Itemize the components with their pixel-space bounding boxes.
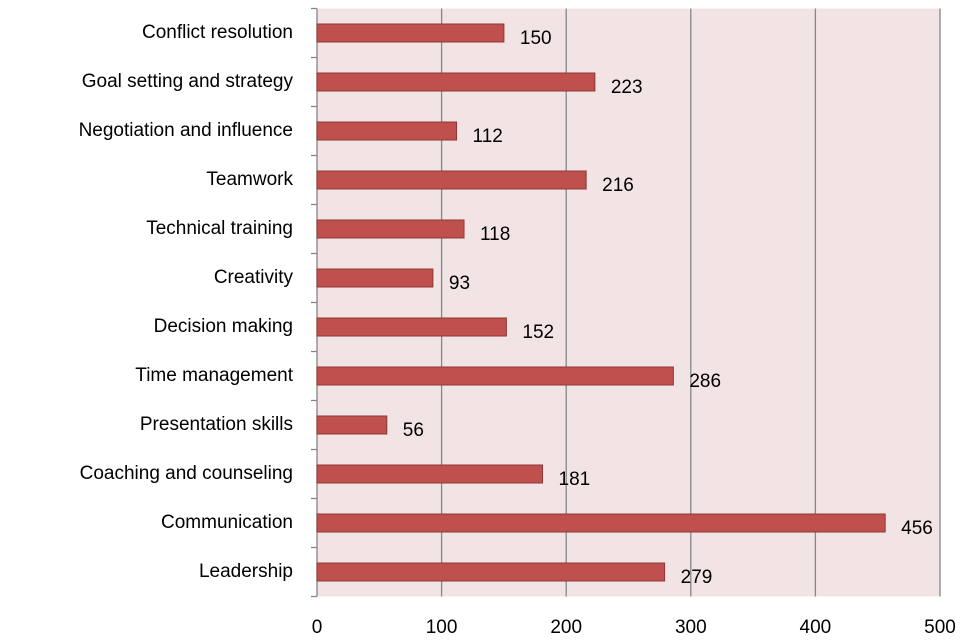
bar	[316, 121, 458, 141]
x-tick-label: 300	[675, 617, 707, 638]
data-label: 56	[403, 420, 424, 441]
data-label: 118	[480, 224, 510, 245]
bar	[316, 72, 596, 92]
bar	[316, 219, 465, 239]
y-tick-label: Communication	[161, 512, 293, 533]
plot-area	[317, 8, 940, 597]
data-label: 150	[520, 28, 552, 49]
bar	[316, 23, 505, 43]
y-tick-label: Creativity	[214, 267, 294, 288]
bar	[316, 268, 434, 288]
y-tick-label: Coaching and counseling	[80, 463, 293, 484]
bar	[316, 317, 507, 337]
y-tick-label: Negotiation and influence	[79, 120, 293, 141]
y-tick-label: Goal setting and strategy	[82, 71, 294, 92]
bar	[316, 170, 587, 190]
x-tick-label: 400	[800, 617, 832, 638]
data-label: 216	[602, 175, 634, 196]
x-tick-label: 200	[550, 617, 582, 638]
y-tick-label: Time management	[135, 365, 293, 386]
y-tick-label: Teamwork	[206, 169, 293, 190]
y-tick-label: Technical training	[146, 218, 293, 239]
x-tick-label: 500	[924, 617, 956, 638]
x-tick-label: 0	[312, 617, 323, 638]
bar	[316, 415, 388, 435]
data-label: 286	[689, 371, 721, 392]
y-tick-label: Presentation skills	[140, 414, 293, 435]
data-label: 152	[522, 322, 554, 343]
data-label: 112	[473, 126, 503, 147]
data-label: 456	[901, 518, 933, 539]
x-tick-label: 100	[426, 617, 458, 638]
data-label: 279	[681, 567, 713, 588]
data-label: 223	[611, 77, 643, 98]
bar	[316, 464, 544, 484]
data-label: 181	[559, 469, 591, 490]
y-tick-label: Decision making	[154, 316, 293, 337]
y-tick-label: Leadership	[199, 561, 293, 582]
y-tick-label: Conflict resolution	[142, 22, 293, 43]
bar	[316, 562, 666, 582]
bar	[316, 513, 886, 533]
data-label: 93	[449, 273, 470, 294]
bar	[316, 366, 674, 386]
